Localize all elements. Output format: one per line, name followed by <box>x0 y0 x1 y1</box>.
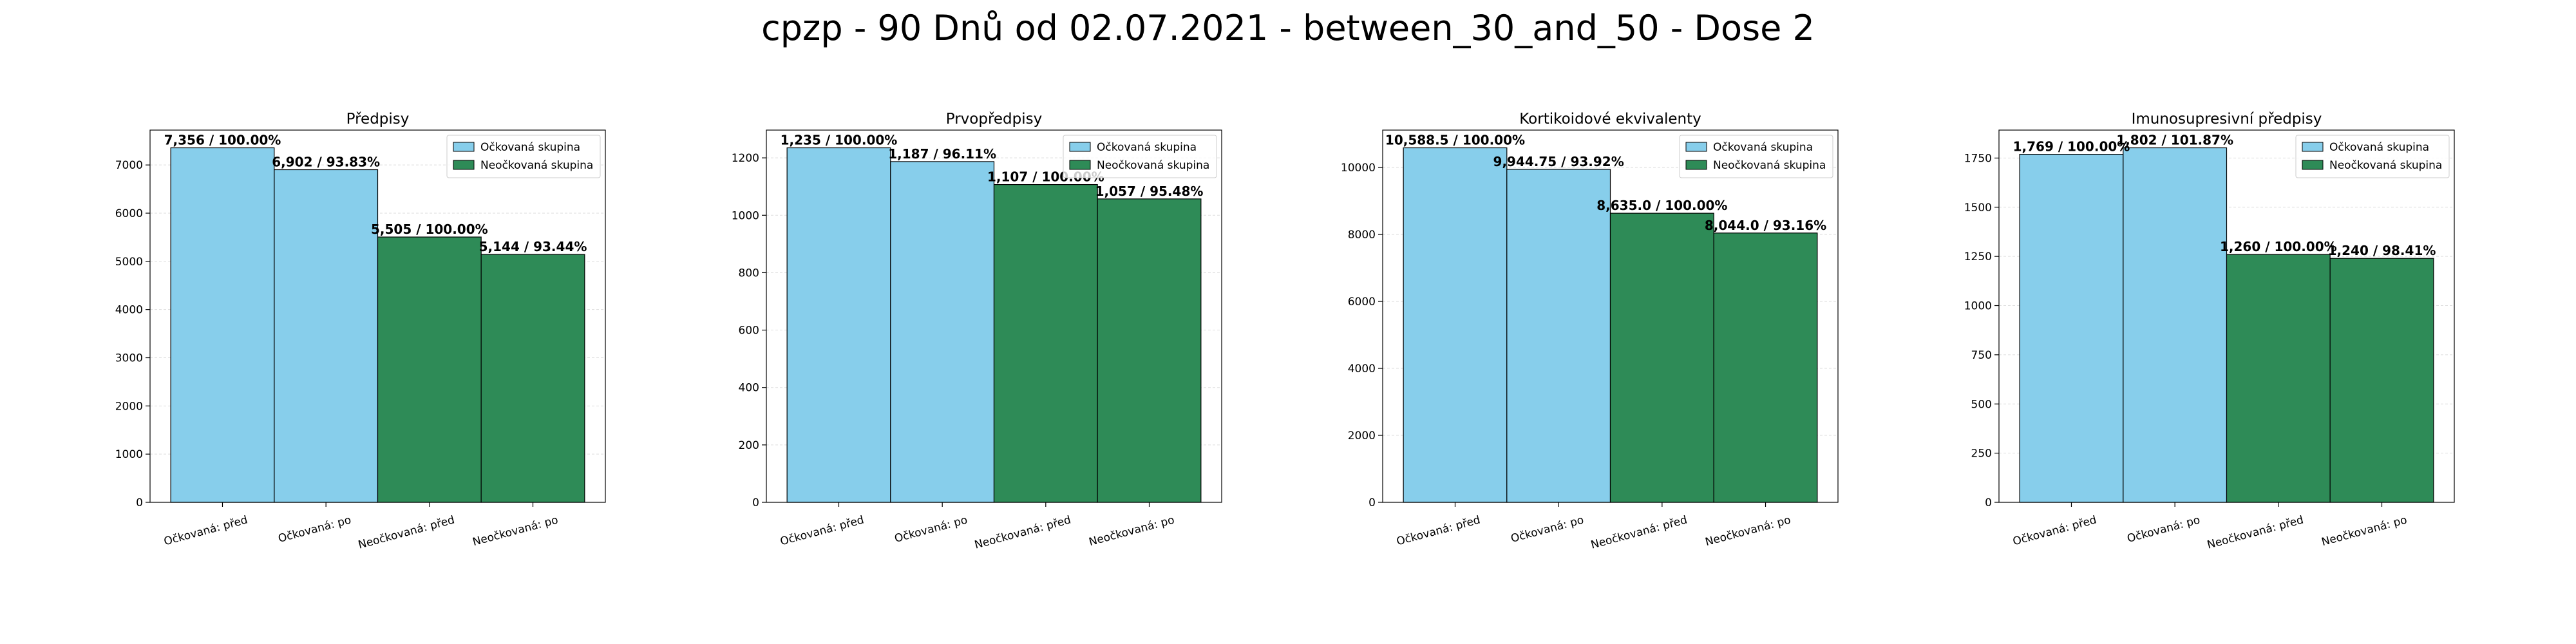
bar-value-label: 1,057 / 95.48% <box>1095 184 1204 199</box>
legend-swatch <box>2302 160 2324 170</box>
bar-value-label: 10,588.5 / 100.00% <box>1385 133 1525 148</box>
legend-label: Očkovaná skupina <box>1713 141 1813 154</box>
bar-value-label: 8,635.0 / 100.00% <box>1596 198 1727 213</box>
bar-value-label: 8,044.0 / 93.16% <box>1705 218 1826 233</box>
y-tick-label: 1000 <box>115 448 143 461</box>
y-tick-label: 5000 <box>115 256 143 269</box>
bar <box>1403 147 1508 503</box>
bar <box>1506 169 1611 503</box>
legend-box <box>1679 135 1833 178</box>
y-tick-label: 4000 <box>115 304 143 317</box>
y-tick-label: 0 <box>136 497 143 509</box>
bar <box>2019 154 2124 503</box>
legend-label: Neočkovaná skupina <box>480 159 593 172</box>
y-tick-label: 250 <box>1971 448 1992 460</box>
legend-label: Neočkovaná skupina <box>1713 159 1826 172</box>
legend: Očkovaná skupina Neočkovaná skupina <box>446 135 601 178</box>
y-tick-label: 1250 <box>1964 251 1992 263</box>
axes-frame <box>766 129 1222 503</box>
y-tick-label: 400 <box>739 382 759 395</box>
legend-label: Očkovaná skupina <box>480 141 580 154</box>
chart-2: 10,588.5 / 100.00% 9,944.75 / 93.92% 8,635… <box>1341 111 1839 552</box>
chart-3: 1,769 / 100.00%1,802 / 101.87% 1,260 / 10… <box>1964 111 2455 552</box>
bar <box>274 169 379 503</box>
bar-value-label: 1,260 / 100.00% <box>2220 239 2337 254</box>
axes-frame <box>1998 129 2455 503</box>
bar <box>480 254 585 503</box>
y-tick-label: 6000 <box>1348 296 1376 308</box>
y-tick-label: 0 <box>752 497 759 509</box>
chart-title: Předpisy <box>346 111 410 128</box>
bar-value-label: 1,235 / 100.00% <box>781 133 898 148</box>
legend-swatch <box>453 160 475 170</box>
y-tick-label: 500 <box>1971 398 1992 411</box>
bar-value-label: 7,356 / 100.00% <box>164 133 281 148</box>
legend-swatch <box>1685 160 1707 170</box>
legend-swatch <box>1069 142 1091 152</box>
bar-value-label: 1,187 / 96.11% <box>888 146 996 162</box>
y-tick-label: 1200 <box>732 152 759 165</box>
y-tick-label: 3000 <box>115 352 143 365</box>
bar <box>993 184 1098 503</box>
legend-box <box>446 135 601 178</box>
y-tick-label: 1500 <box>1964 202 1992 214</box>
legend-label: Neočkovaná skupina <box>2329 159 2442 172</box>
bar <box>2329 258 2434 503</box>
y-tick-label: 4000 <box>1348 363 1376 375</box>
figure-title: cpzp - 90 Dnů od 02.07.2021 - between_30… <box>761 8 1815 48</box>
bar-value-label: 6,902 / 93.83% <box>272 154 380 169</box>
bar-value-label: 1,240 / 98.41% <box>2328 243 2436 258</box>
legend-box <box>2295 135 2450 178</box>
legend: Očkovaná skupina Neočkovaná skupina <box>1679 135 1833 178</box>
bar <box>786 147 891 503</box>
bar <box>1713 232 1818 503</box>
y-tick-label: 6000 <box>115 207 143 220</box>
legend-box <box>1063 135 1217 178</box>
bar-value-label: 5,505 / 100.00% <box>371 222 488 237</box>
y-tick-label: 8000 <box>1348 229 1376 242</box>
legend: Očkovaná skupina Neočkovaná skupina <box>1063 135 1217 178</box>
bar <box>890 161 995 503</box>
y-tick-label: 600 <box>739 325 759 337</box>
bar <box>2123 147 2228 503</box>
axes-frame <box>1382 129 1839 503</box>
y-tick-label: 0 <box>1985 497 1992 509</box>
legend-swatch <box>2302 142 2324 152</box>
y-tick-label: 2000 <box>115 400 143 413</box>
legend-label: Očkovaná skupina <box>1097 141 1197 154</box>
legend-swatch <box>1069 160 1091 170</box>
legend-swatch <box>453 142 475 152</box>
chart-title: Imunosupresivní předpisy <box>2132 111 2322 128</box>
y-tick-label: 1000 <box>1964 300 1992 313</box>
bar-value-label: 1,802 / 101.87% <box>2116 133 2233 148</box>
bar <box>2226 254 2331 503</box>
y-tick-label: 750 <box>1971 349 1992 362</box>
y-tick-label: 1750 <box>1964 152 1992 165</box>
y-tick-label: 2000 <box>1348 430 1376 442</box>
legend: Očkovaná skupina Neočkovaná skupina <box>2295 135 2450 178</box>
charts-container: 7,356 / 100.00% 6,902 / 93.83% 5,505 / 100… <box>115 111 2455 552</box>
y-tick-label: 800 <box>739 267 759 279</box>
y-tick-label: 200 <box>739 439 759 452</box>
chart-1: 1,235 / 100.00%1,187 / 96.11%1,107 / 100… <box>732 111 1222 552</box>
bar <box>170 147 275 503</box>
bar-value-label: 1,769 / 100.00% <box>2013 139 2130 155</box>
legend-swatch <box>1685 142 1707 152</box>
chart-title: Kortikoidové ekvivalenty <box>1519 111 1701 128</box>
bar <box>1609 213 1714 503</box>
bar <box>1097 198 1202 503</box>
bar <box>377 236 482 503</box>
y-tick-label: 0 <box>1368 497 1376 509</box>
y-tick-label: 7000 <box>115 159 143 172</box>
chart-0: 7,356 / 100.00% 6,902 / 93.83% 5,505 / 100… <box>115 111 606 552</box>
chart-title: Prvopředpisy <box>946 111 1043 128</box>
legend-label: Neočkovaná skupina <box>1097 159 1209 172</box>
bar-value-label: 5,144 / 93.44% <box>479 239 587 254</box>
y-tick-label: 1000 <box>732 209 759 222</box>
legend-label: Očkovaná skupina <box>2329 141 2429 154</box>
bar-value-label: 9,944.75 / 93.92% <box>1493 154 1624 169</box>
y-tick-label: 10000 <box>1341 162 1376 175</box>
axes-frame <box>149 129 606 503</box>
